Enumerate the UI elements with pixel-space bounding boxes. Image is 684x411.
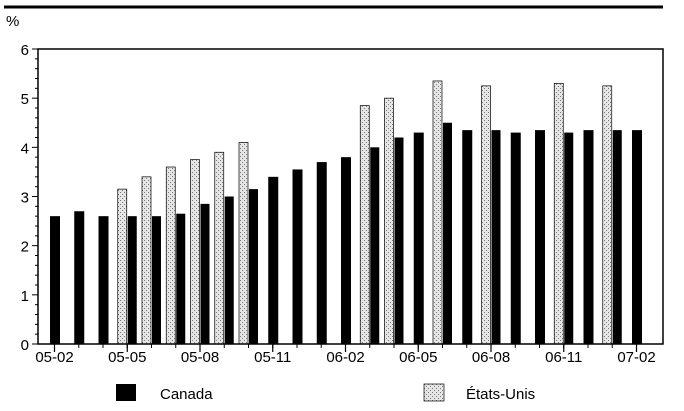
bar-etats-unis-05-09 (214, 151, 225, 345)
legend-label-etats-unis: États-Unis (466, 386, 535, 403)
y-tick-label-5: 5 (21, 91, 29, 108)
bar-canada-06-09 (510, 132, 521, 344)
bar-etats-unis-06-08 (481, 85, 491, 345)
x-tick-label-06-11: 06-11 (545, 349, 582, 366)
bar-etats-unis-05-06 (141, 176, 152, 345)
bar-canada-06-10 (535, 130, 545, 344)
bar-canada-05-03 (74, 211, 85, 344)
bar-canada-05-05 (127, 216, 137, 344)
bar-canada-06-12 (583, 130, 594, 344)
bar-canada-05-06 (152, 216, 161, 344)
x-tick-label-05-08: 05-08 (181, 349, 219, 366)
bar-canada-07-01 (612, 130, 622, 344)
bar-etats-unis-05-05 (117, 188, 128, 345)
y-tick-label-0: 0 (21, 337, 29, 354)
bar-canada-06-07 (462, 130, 473, 344)
bar-etats-unis-05-07 (165, 166, 176, 345)
bar-canada-06-04 (394, 137, 404, 344)
plot-frame (37, 48, 664, 345)
bar-canada-05-11 (268, 176, 279, 344)
x-tick-label-05-02: 05-02 (35, 349, 73, 366)
x-tick-label-05-05: 05-05 (108, 349, 146, 366)
y-tick-label-6: 6 (21, 42, 29, 59)
bar-etats-unis-05-08 (190, 159, 200, 345)
bar-canada-06-01 (316, 162, 327, 344)
bar-etats-unis-07-01 (602, 85, 613, 345)
bar-canada-06-08 (491, 130, 501, 344)
x-tick-label-06-05: 06-05 (399, 349, 437, 366)
bar-canada-05-04 (98, 216, 109, 344)
bar-canada-06-03 (370, 147, 380, 344)
y-unit-label: % (6, 13, 19, 30)
bar-canada-06-05 (413, 132, 424, 344)
bar-etats-unis-06-06 (432, 80, 443, 345)
bar-etats-unis-06-04 (384, 97, 394, 345)
bar-canada-05-10 (249, 189, 258, 344)
bar-etats-unis-05-10 (238, 142, 249, 345)
bar-etats-unis-06-03 (359, 105, 370, 345)
y-tick-label-3: 3 (21, 190, 29, 207)
bar-canada-06-02 (341, 157, 351, 344)
bar-canada-06-06 (443, 122, 452, 344)
x-tick-label-05-11: 05-11 (254, 349, 291, 366)
bar-canada-05-08 (200, 203, 210, 344)
x-tick-label-07-02: 07-02 (617, 349, 655, 366)
y-tick-label-1: 1 (21, 288, 29, 305)
bar-canada-05-02 (50, 216, 60, 344)
bar-canada-06-11 (564, 132, 574, 344)
bar-canada-05-07 (176, 213, 186, 344)
legend-swatch-etats-unis (423, 383, 445, 402)
x-tick-label-06-08: 06-08 (472, 349, 510, 366)
bar-canada-07-02 (632, 130, 642, 344)
bar-canada-05-12 (292, 169, 303, 344)
bar-etats-unis-06-11 (553, 83, 564, 345)
bar-canada-05-09 (224, 196, 234, 344)
y-tick-label-4: 4 (21, 140, 29, 157)
y-tick-label-2: 2 (21, 239, 29, 256)
x-tick-label-06-02: 06-02 (326, 349, 364, 366)
legend-swatch-canada (116, 384, 136, 401)
legend-label-canada: Canada (160, 386, 213, 403)
